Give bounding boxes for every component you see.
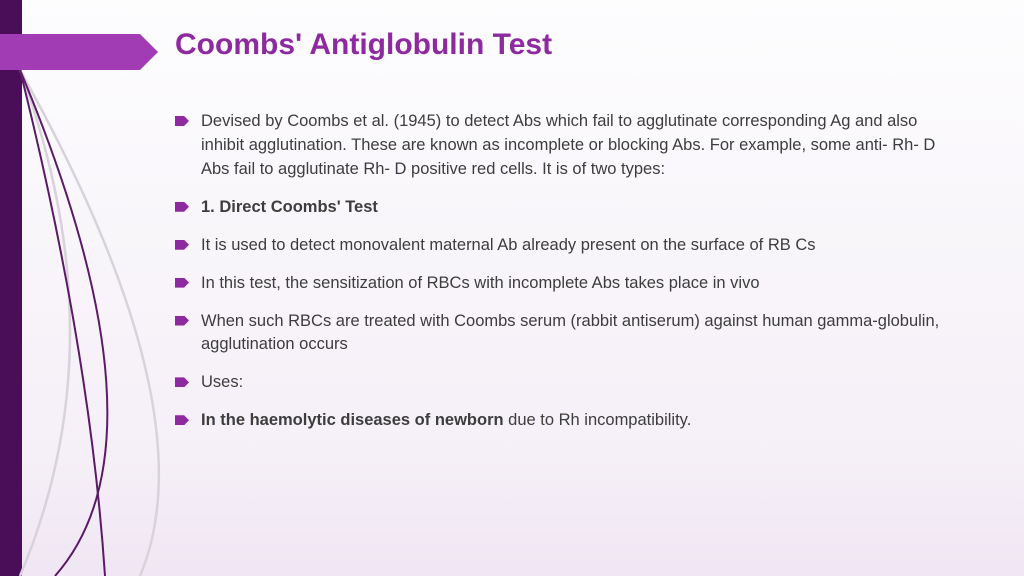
bullet-item: In this test, the sensitization of RBCs … (175, 272, 945, 296)
bullet-text: In the haemolytic diseases of newborn du… (201, 409, 691, 433)
bullet-item: Uses: (175, 371, 945, 395)
left-accent-bar (0, 0, 22, 576)
bullet-item: When such RBCs are treated with Coombs s… (175, 310, 945, 358)
bullet-arrow-icon (175, 377, 189, 387)
bullet-text: 1. Direct Coombs' Test (201, 196, 378, 220)
bullet-text: In this test, the sensitization of RBCs … (201, 272, 760, 296)
bullet-text: When such RBCs are treated with Coombs s… (201, 310, 945, 358)
bullet-item: Devised by Coombs et al. (1945) to detec… (175, 110, 945, 182)
bullet-item: In the haemolytic diseases of newborn du… (175, 409, 945, 433)
bullet-list: Devised by Coombs et al. (1945) to detec… (175, 110, 945, 447)
slide-title: Coombs' Antiglobulin Test (175, 28, 552, 62)
title-arrow-banner (0, 34, 140, 70)
bullet-arrow-icon (175, 240, 189, 250)
bullet-arrow-icon (175, 202, 189, 212)
bullet-item: 1. Direct Coombs' Test (175, 196, 945, 220)
bullet-arrow-icon (175, 116, 189, 126)
bullet-item: It is used to detect monovalent maternal… (175, 234, 945, 258)
bullet-text: Devised by Coombs et al. (1945) to detec… (201, 110, 945, 182)
bullet-text: It is used to detect monovalent maternal… (201, 234, 816, 258)
bullet-arrow-icon (175, 415, 189, 425)
bullet-arrow-icon (175, 316, 189, 326)
bullet-arrow-icon (175, 278, 189, 288)
bullet-text: Uses: (201, 371, 243, 395)
